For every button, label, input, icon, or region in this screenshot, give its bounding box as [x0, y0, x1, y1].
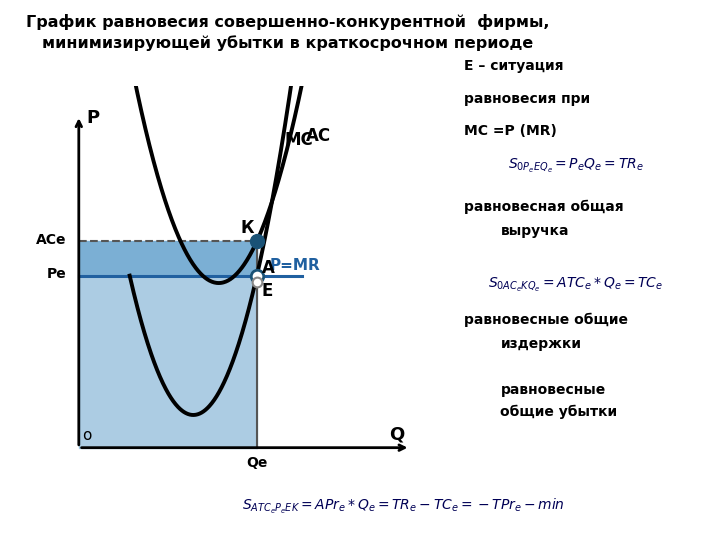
- Text: выручка: выручка: [500, 224, 569, 238]
- Text: К: К: [240, 219, 254, 237]
- Text: Е – ситуация: Е – ситуация: [464, 59, 564, 73]
- Text: P=MR: P=MR: [270, 259, 320, 273]
- Text: P: P: [86, 109, 99, 126]
- Text: Qe: Qe: [246, 456, 268, 470]
- Text: минимизирующей убытки в краткосрочном периоде: минимизирующей убытки в краткосрочном пе…: [42, 35, 534, 51]
- Text: о: о: [82, 428, 91, 443]
- Text: ACe: ACe: [37, 233, 67, 247]
- Text: $S_{0P_eEQ_e} = P_eQ_e = TR_e$: $S_{0P_eEQ_e} = P_eQ_e = TR_e$: [508, 157, 644, 175]
- Text: $S_{ATC_eP_eEK} = APr_e * Q_e = TR_e - TC_e = -TPr_e - min$: $S_{ATC_eP_eEK} = APr_e * Q_e = TR_e - T…: [242, 497, 564, 516]
- Text: равновесные: равновесные: [500, 383, 606, 397]
- Text: Pe: Pe: [48, 267, 67, 281]
- Text: Е: Е: [262, 281, 274, 300]
- Text: издержки: издержки: [500, 338, 582, 352]
- Text: МС: МС: [284, 131, 313, 149]
- Text: равновесная общая: равновесная общая: [464, 199, 624, 214]
- Text: $S_{0AC_eKQ_e} = ATC_e * Q_e = TC_e$: $S_{0AC_eKQ_e} = ATC_e * Q_e = TC_e$: [488, 276, 664, 294]
- Text: А: А: [262, 259, 275, 277]
- Text: равновесные общие: равновесные общие: [464, 313, 629, 327]
- Text: АС: АС: [305, 127, 330, 145]
- Text: МС =Р (MR): МС =Р (MR): [464, 124, 557, 138]
- Text: Q: Q: [389, 425, 404, 443]
- Text: общие убытки: общие убытки: [500, 404, 618, 419]
- Text: равновесия при: равновесия при: [464, 92, 590, 106]
- Text: График равновесия совершенно-конкурентной  фирмы,: График равновесия совершенно-конкурентно…: [26, 14, 550, 30]
